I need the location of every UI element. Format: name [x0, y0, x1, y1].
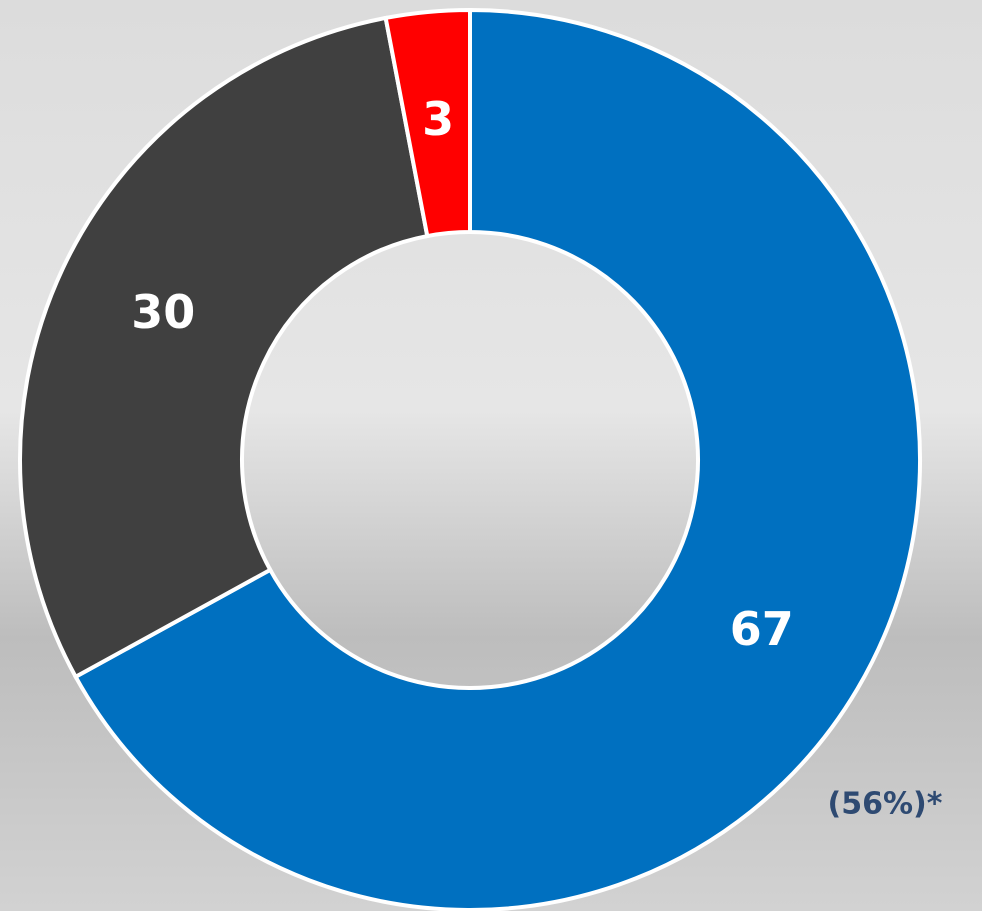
annotation: (56%)*: [828, 787, 943, 822]
donut-slice: [72, 7, 922, 911]
data-label: 30: [131, 285, 195, 339]
data-label: 67: [730, 602, 794, 656]
donut-slice: [18, 15, 430, 680]
donut-slice: [383, 7, 472, 239]
data-label: 3: [422, 92, 454, 146]
